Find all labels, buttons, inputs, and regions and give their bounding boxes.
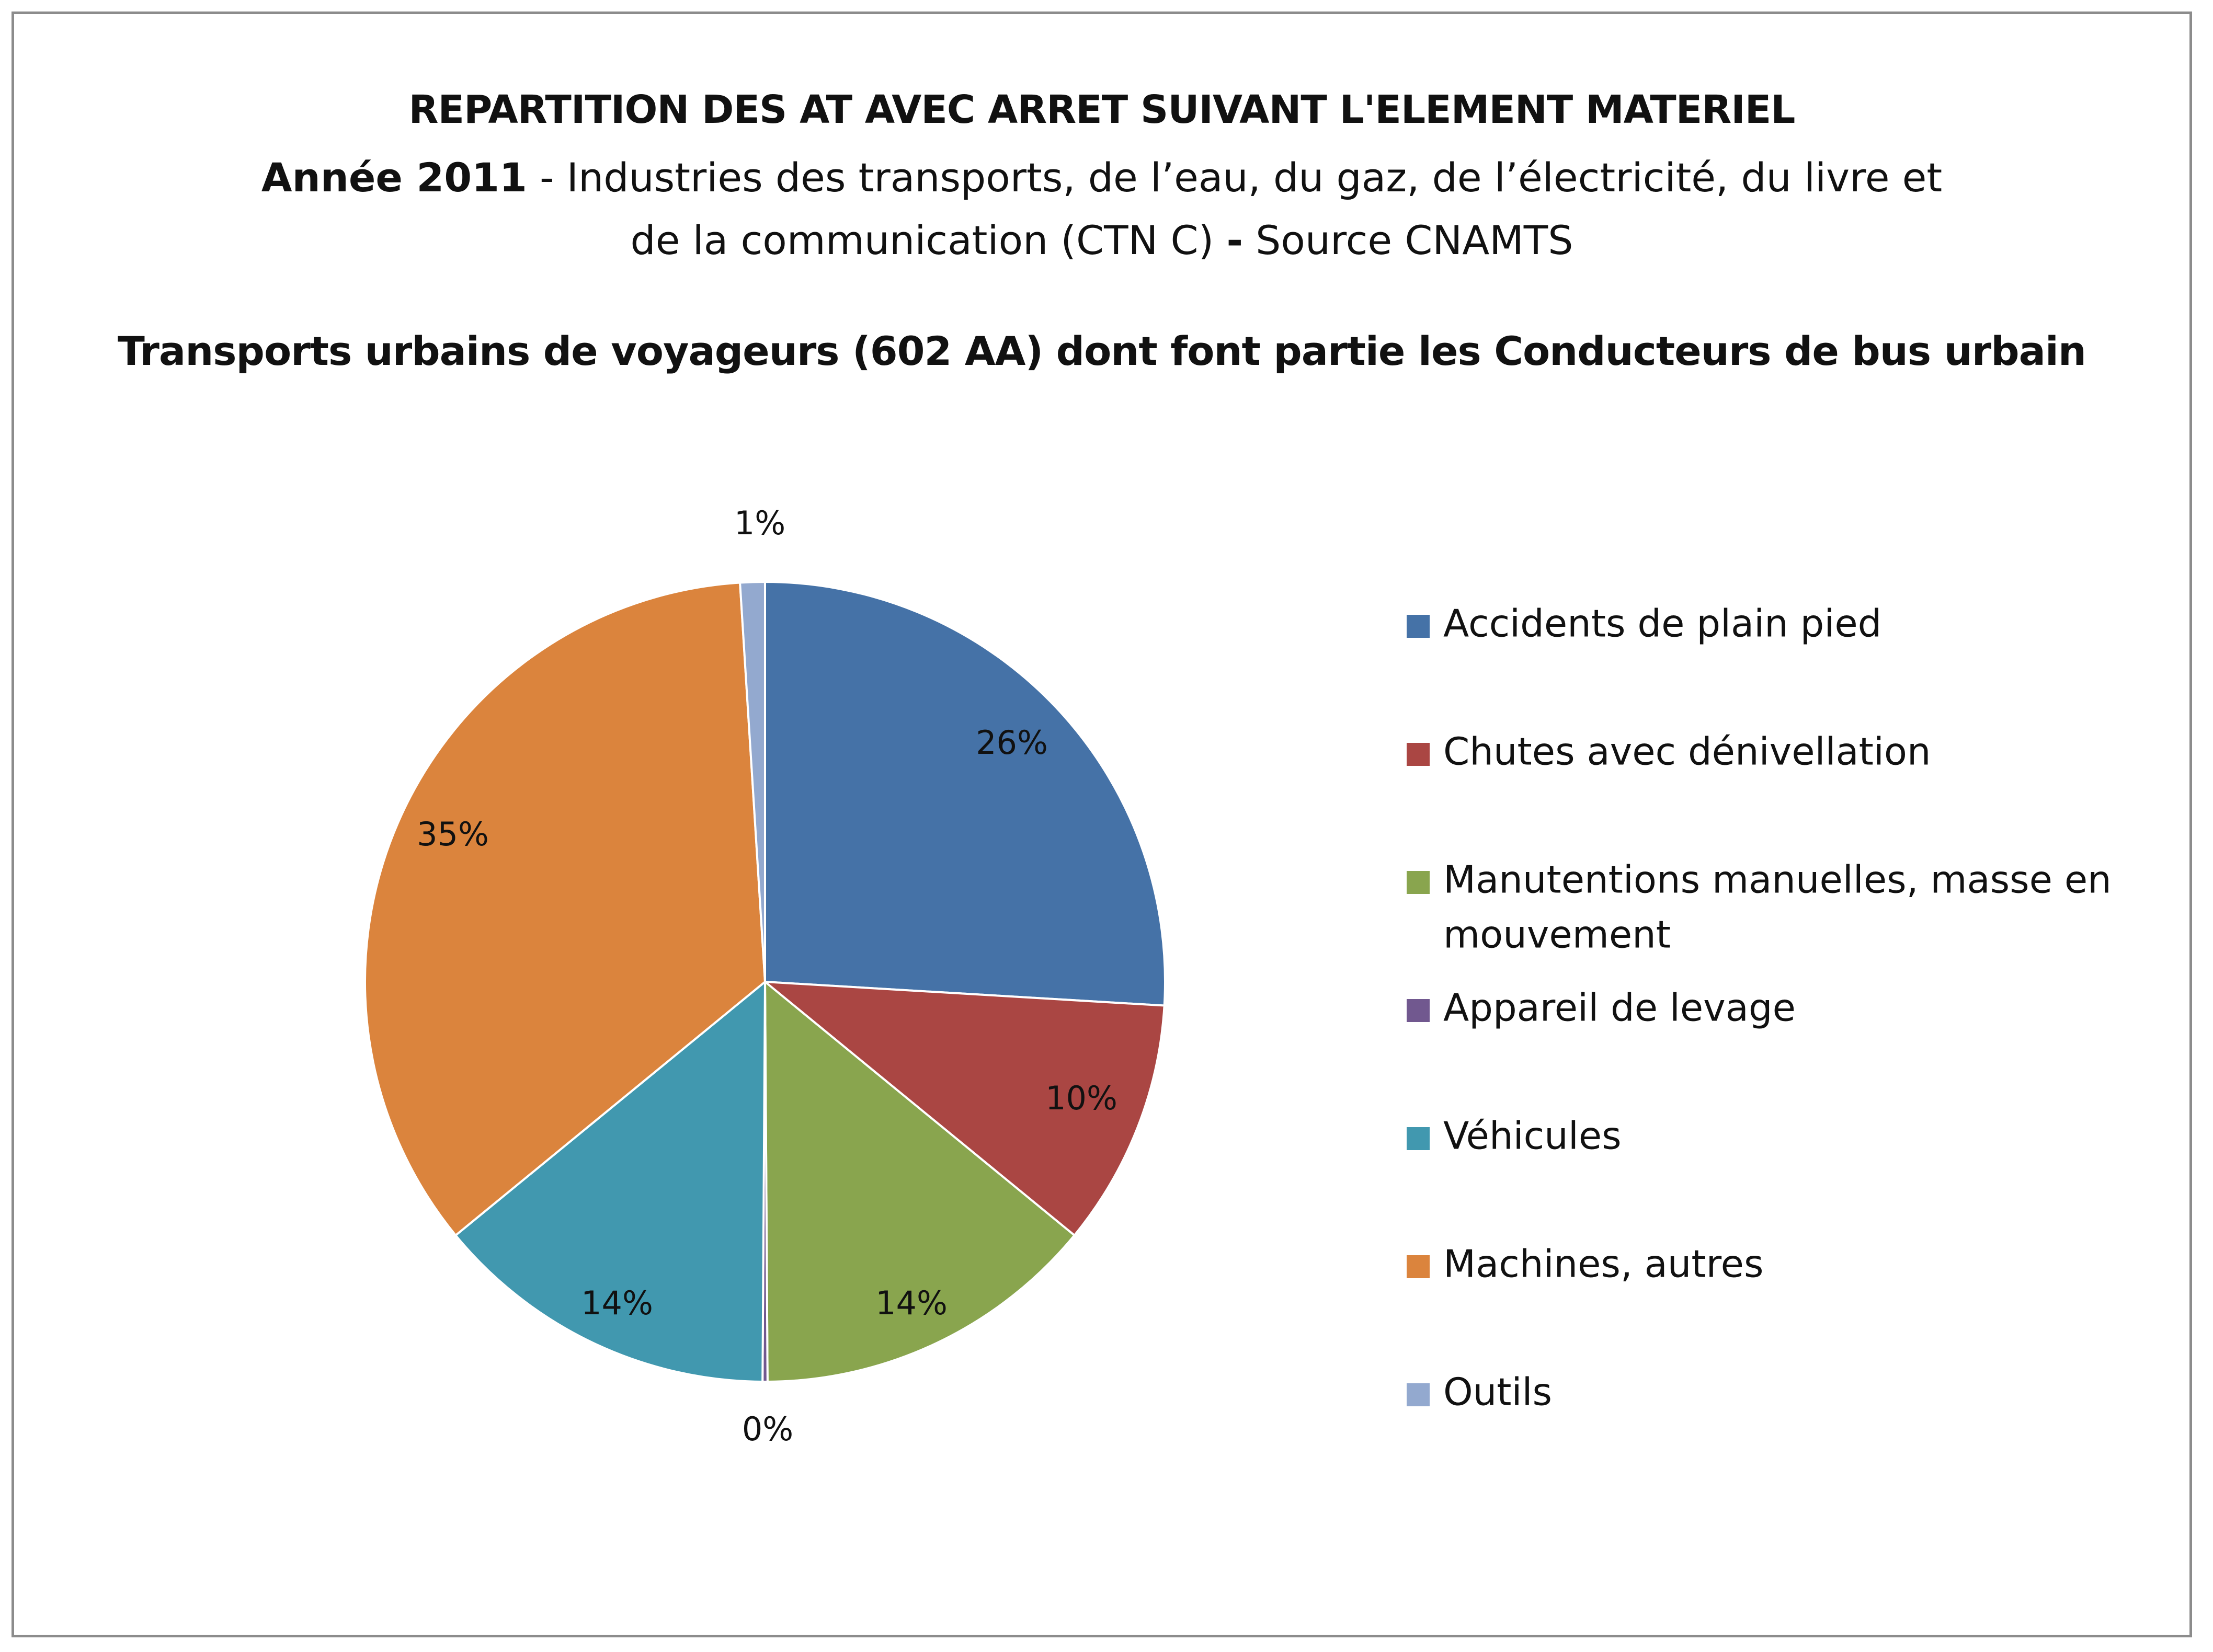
chart-title-line-2: Année 2011 - Industries des transports, …	[14, 154, 2189, 201]
legend-swatch-3	[1407, 999, 1430, 1022]
pie-slice-0	[764, 580, 1166, 1007]
pie-slice-4	[454, 979, 767, 1383]
slice-label-4: 14%	[581, 1284, 653, 1322]
legend-swatch-2	[1407, 871, 1430, 894]
slice-label-0: 26%	[976, 724, 1048, 762]
legend-label-6: Outils	[1443, 1370, 1552, 1414]
chart-subtitle: Transports urbains de voyageurs (602 AA)…	[117, 328, 2086, 374]
legend-label-0: Accidents de plain pied	[1443, 602, 1881, 646]
slice-label-2: 14%	[875, 1284, 948, 1322]
legend-label-1: Chutes avec dénivellation	[1443, 730, 1931, 774]
title-source: Source CNAMTS	[1242, 217, 1573, 263]
legend-swatch-4	[1407, 1127, 1430, 1150]
slice-label-5: 35%	[417, 815, 489, 853]
legend-swatch-5	[1407, 1255, 1430, 1278]
legend-label-2-line-1: mouvement	[1443, 913, 1671, 957]
chart-frame: REPARTITION DES AT AVEC ARRET SUIVANT L'…	[12, 12, 2192, 1637]
pie-slice-1	[761, 980, 1166, 1237]
title-sector: - Industries des transports, de l’eau, d…	[527, 154, 1943, 201]
title-ctn: de la communication (CTN C)	[630, 217, 1227, 263]
pie-slice-6	[738, 580, 766, 982]
chart-title-line-3: de la communication (CTN C) - Source CNA…	[14, 217, 2189, 263]
legend-swatch-1	[1407, 743, 1430, 766]
chart-title: REPARTITION DES AT AVEC ARRET SUIVANT L'…	[408, 87, 1796, 132]
title-dash: -	[1226, 217, 1243, 263]
legend-swatch-0	[1407, 615, 1430, 638]
slice-label-6: 1%	[734, 504, 785, 542]
legend-label-3: Appareil de levage	[1443, 986, 1796, 1030]
slice-label-3: 0%	[742, 1410, 793, 1448]
pie-slice-2	[763, 979, 1076, 1383]
pie-slice-5	[364, 581, 767, 1237]
legend-label-5: Machines, autres	[1443, 1242, 1764, 1286]
legend-label-4: Véhicules	[1443, 1114, 1622, 1158]
title-year: Année 2011	[261, 154, 527, 201]
legend-label-2: Manutentions manuelles, masse en	[1443, 858, 2112, 902]
slice-label-1: 10%	[1045, 1079, 1117, 1117]
legend-swatch-6	[1407, 1383, 1430, 1406]
